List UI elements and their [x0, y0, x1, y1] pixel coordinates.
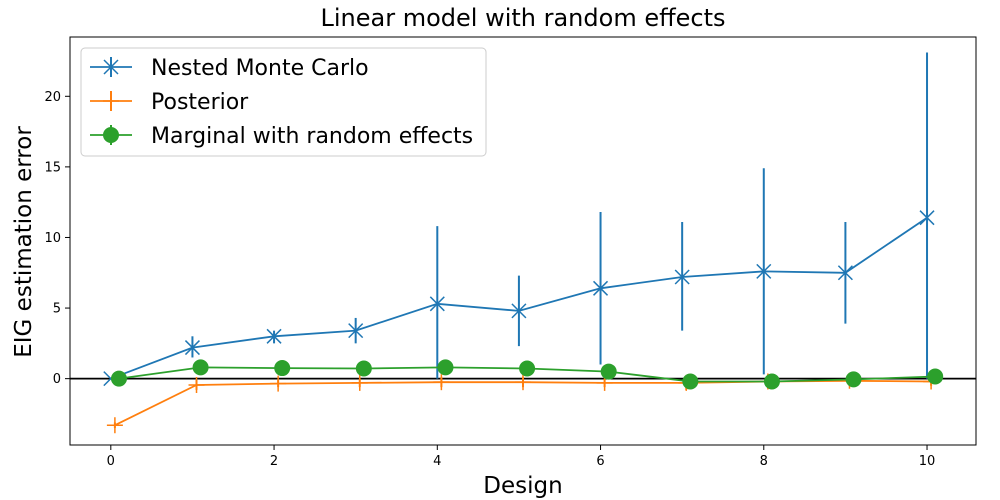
marker-marginal-with-random-effects-2 [274, 360, 291, 377]
marker-marginal-with-random-effects-7 [682, 373, 699, 390]
x-tick-label-6: 6 [596, 454, 604, 469]
marker-nested-monte-carlo-1 [184, 340, 200, 356]
marker-marginal-with-random-effects-10 [927, 368, 944, 385]
marker-nested-monte-carlo-8 [756, 263, 772, 279]
legend-label-marginal-with-random-effects: Marginal with random effects [151, 124, 473, 149]
series-marginal-with-random-effects [110, 359, 944, 390]
marker-marginal-with-random-effects-0-dot [110, 370, 127, 387]
legend-box [80, 47, 487, 157]
x-tick-label-10: 10 [919, 454, 936, 469]
y-tick-label-20: 20 [44, 90, 61, 105]
y-tick-label-15: 15 [44, 160, 61, 175]
marker-marginal-with-random-effects-9-dot [845, 371, 862, 388]
marker-nested-monte-carlo-6 [593, 280, 609, 296]
chart-title: Linear model with random effects [320, 4, 725, 32]
legend-entry-nested-monte-carlo: Nested Monte Carlo [90, 56, 369, 81]
marker-nested-monte-carlo-5-stroke-b [511, 303, 527, 319]
marker-nested-monte-carlo-4 [429, 296, 445, 312]
y-axis-label: EIG estimation error [11, 126, 37, 358]
y-tick-label-10: 10 [44, 231, 61, 246]
plot-frame [69, 36, 977, 446]
legend-marker-marginal-with-random-effects-dot [103, 127, 119, 143]
marker-marginal-with-random-effects-3 [355, 360, 372, 377]
legend-entry-marginal-with-random-effects: Marginal with random effects [90, 124, 473, 149]
marker-nested-monte-carlo-10-stroke-b [919, 210, 935, 226]
marker-marginal-with-random-effects-6 [600, 363, 617, 380]
marker-posterior-3 [351, 374, 368, 391]
marker-nested-monte-carlo-3-stroke-b [348, 323, 364, 339]
marker-marginal-with-random-effects-1-dot [192, 359, 209, 376]
marker-posterior-0 [106, 417, 123, 434]
marker-nested-monte-carlo-8-stroke-b [756, 263, 772, 279]
marker-marginal-with-random-effects-1 [192, 359, 209, 376]
marker-posterior-4 [433, 374, 450, 391]
marker-nested-monte-carlo-9-stroke-b [837, 265, 853, 281]
marker-posterior-2 [270, 375, 287, 392]
marker-marginal-with-random-effects-2-dot [274, 360, 291, 377]
marker-nested-monte-carlo-3 [348, 323, 364, 339]
x-tick-label-4: 4 [433, 454, 441, 469]
marker-marginal-with-random-effects-9 [845, 371, 862, 388]
marker-nested-monte-carlo-7-stroke-b [674, 269, 690, 285]
marker-marginal-with-random-effects-5-dot [519, 360, 536, 377]
marker-nested-monte-carlo-2 [266, 328, 282, 344]
y-tick-label-5: 5 [53, 302, 61, 317]
legend-marker-nested-monte-carlo [103, 59, 119, 75]
marker-marginal-with-random-effects-8 [763, 373, 780, 390]
marker-marginal-with-random-effects-10-dot [927, 368, 944, 385]
marker-posterior-1 [188, 377, 205, 393]
marker-nested-monte-carlo-4-stroke-b [429, 296, 445, 312]
legend-marker-nested-monte-carlo-stroke-b [103, 59, 119, 75]
x-tick-label-0: 0 [107, 454, 115, 469]
marker-nested-monte-carlo-10 [919, 210, 935, 226]
marker-nested-monte-carlo-7 [674, 269, 690, 285]
marker-nested-monte-carlo-1-stroke-b [184, 340, 200, 356]
x-axis-label: Design [483, 473, 562, 499]
legend-marker-marginal-with-random-effects [103, 127, 119, 143]
marker-marginal-with-random-effects-4 [437, 359, 454, 376]
x-tick-label-2: 2 [270, 454, 278, 469]
legend-label-posterior: Posterior [151, 90, 249, 115]
marker-nested-monte-carlo-2-stroke-b [266, 328, 282, 344]
marker-marginal-with-random-effects-6-dot [600, 363, 617, 380]
legend-label-nested-monte-carlo: Nested Monte Carlo [151, 56, 369, 81]
marker-marginal-with-random-effects-0 [110, 370, 127, 387]
legend: Nested Monte Carlo Posterior Marginal with… [80, 47, 487, 157]
marker-marginal-with-random-effects-7-dot [682, 373, 699, 390]
marker-nested-monte-carlo-6-stroke-b [593, 280, 609, 296]
x-tick-label-8: 8 [760, 454, 768, 469]
marker-nested-monte-carlo-5 [511, 303, 527, 319]
series-posterior [106, 372, 940, 434]
legend-marker-posterior [103, 93, 119, 109]
plot-area: 0 2 4 6 8 10 0 5 10 15 20 [44, 36, 977, 469]
marker-marginal-with-random-effects-4-dot [437, 359, 454, 376]
marker-posterior-5 [515, 374, 531, 391]
marker-marginal-with-random-effects-8-dot [763, 373, 780, 390]
marker-marginal-with-random-effects-5 [519, 360, 536, 377]
y-tick-label-0: 0 [53, 372, 61, 387]
marker-marginal-with-random-effects-3-dot [355, 360, 372, 377]
legend-entry-posterior: Posterior [90, 90, 249, 115]
marker-nested-monte-carlo-9 [837, 265, 853, 281]
